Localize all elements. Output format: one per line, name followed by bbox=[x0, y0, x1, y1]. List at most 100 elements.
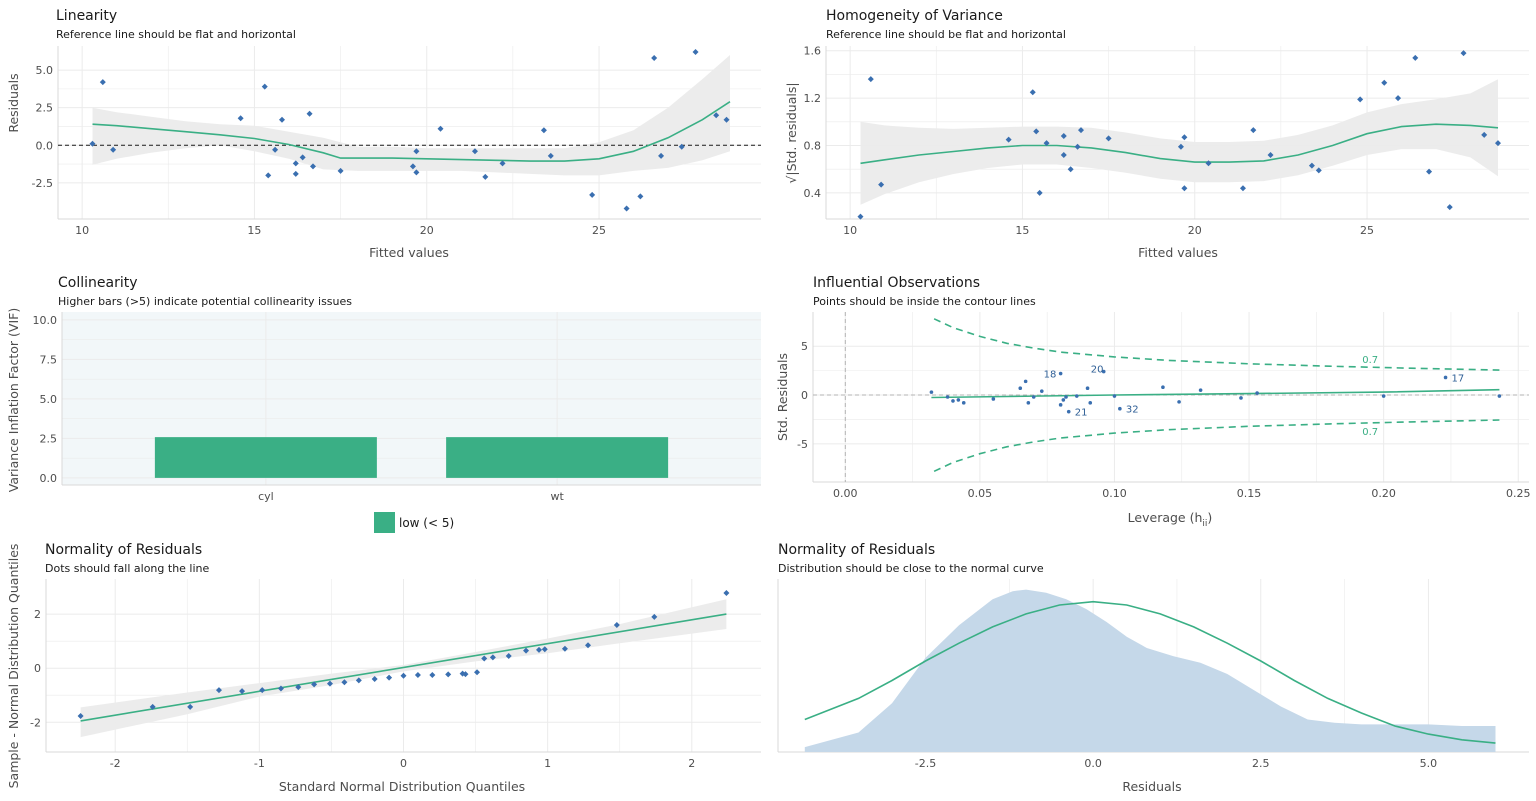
influential-data-point bbox=[1161, 385, 1165, 390]
linearity-data-point bbox=[265, 172, 272, 179]
qq-x-axis-title: Standard Normal Distribution Quantiles bbox=[279, 779, 525, 794]
collinearity-panel: Collinearity Higher bars (>5) indicate po… bbox=[6, 275, 761, 533]
qq-data-point bbox=[481, 655, 488, 662]
qq-data-point bbox=[259, 687, 266, 694]
influential-data-point bbox=[961, 401, 966, 405]
influential-data-point bbox=[1239, 396, 1243, 400]
qq-data-point bbox=[474, 669, 481, 676]
qq-y-axis-title: Sample - Normal Distribution Quantiles bbox=[6, 544, 21, 789]
linearity-data-point bbox=[409, 163, 416, 170]
x-title-main: Leverage (h bbox=[1128, 510, 1203, 525]
linearity-title: Linearity bbox=[56, 8, 117, 24]
influential-x-axis-title: Leverage (hii) bbox=[1128, 510, 1213, 529]
linearity-y-tick-label: -2.5 bbox=[32, 177, 53, 190]
qq-data-point bbox=[445, 671, 452, 678]
collinearity-subtitle: Higher bars (>5) indicate potential coll… bbox=[58, 295, 352, 308]
qq-data-point bbox=[311, 681, 318, 688]
homogeneity-y-tick-label: 1.2 bbox=[804, 92, 822, 105]
influential-data-point bbox=[945, 395, 950, 399]
linearity-x-tick-label: 10 bbox=[75, 224, 89, 237]
homogeneity-data-point bbox=[1060, 133, 1067, 140]
residual-density-area bbox=[804, 589, 1496, 752]
qq-data-point bbox=[505, 653, 512, 660]
homogeneity-data-point bbox=[1074, 143, 1081, 150]
linearity-x-tick-label: 25 bbox=[592, 224, 606, 237]
homogeneity-data-point bbox=[1105, 135, 1112, 142]
x-title-close: ) bbox=[1207, 510, 1212, 525]
qq-data-point bbox=[585, 642, 592, 649]
influential-x-tick-label: 0.05 bbox=[968, 487, 993, 500]
linearity-y-tick-label: 0.0 bbox=[36, 139, 54, 152]
collinearity-x-tick-label: wt bbox=[550, 490, 564, 503]
influential-data-point bbox=[1018, 386, 1023, 391]
linearity-data-point bbox=[337, 167, 344, 174]
homogeneity-data-point bbox=[1060, 152, 1067, 159]
qq-data-point bbox=[523, 647, 530, 654]
qq-panel: Normality of Residuals Dots should fall a… bbox=[6, 542, 761, 794]
homogeneity-data-point bbox=[1308, 162, 1315, 169]
influential-data-point bbox=[1058, 403, 1063, 407]
homogeneity-y-tick-label: 1.6 bbox=[804, 45, 822, 58]
homogeneity-data-point bbox=[1036, 189, 1043, 196]
linearity-data-point bbox=[89, 140, 96, 147]
linearity-data-point bbox=[292, 170, 299, 177]
influential-data-point bbox=[1112, 394, 1117, 398]
linearity-data-point bbox=[482, 173, 489, 180]
collinearity-y-axis-title: Variance Inflation Factor (VIF) bbox=[6, 308, 21, 492]
influential-y-tick-label: 5 bbox=[801, 340, 808, 353]
influential-data-point bbox=[1088, 401, 1093, 405]
homogeneity-fit-line bbox=[860, 123, 1499, 165]
linearity-x-axis-title: Fitted values bbox=[369, 245, 449, 260]
legend-label-low: low (< 5) bbox=[399, 516, 454, 530]
qq-data-point bbox=[541, 646, 548, 653]
influential-panel: Influential Observations Points should be… bbox=[775, 275, 1530, 529]
qq-data-point bbox=[723, 590, 730, 597]
homogeneity-data-point bbox=[1067, 166, 1074, 173]
contour-label: 0.7 bbox=[1362, 355, 1378, 366]
influential-data-point bbox=[1255, 391, 1259, 395]
homogeneity-x-axis-title: Fitted values bbox=[1138, 245, 1218, 260]
point-label-32: 32 bbox=[1126, 405, 1139, 416]
linearity-data-point bbox=[713, 112, 720, 119]
homogeneity-data-point bbox=[1395, 95, 1402, 102]
influential-data-point bbox=[1064, 395, 1068, 399]
homogeneity-x-tick-label: 20 bbox=[1188, 224, 1202, 237]
qq-data-point bbox=[215, 687, 222, 694]
homogeneity-data-point bbox=[1267, 152, 1274, 159]
x-title-subscript: ii bbox=[1202, 519, 1207, 529]
qq-data-point bbox=[462, 671, 469, 678]
linearity-data-point bbox=[272, 146, 279, 153]
linearity-data-point bbox=[413, 169, 420, 176]
cooks-contour-lower bbox=[933, 419, 1500, 473]
homogeneity-y-tick-label: 0.8 bbox=[804, 140, 822, 153]
influential-data-point bbox=[1061, 398, 1066, 402]
linearity-data-point bbox=[237, 115, 244, 122]
point-label-20: 20 bbox=[1091, 365, 1104, 376]
linearity-x-tick-label: 15 bbox=[247, 224, 261, 237]
homogeneity-data-point bbox=[878, 181, 885, 188]
influential-y-tick-label: 0 bbox=[801, 389, 808, 402]
influential-data-point bbox=[1039, 389, 1044, 393]
qq-data-point bbox=[239, 688, 246, 695]
homogeneity-data-point bbox=[1481, 131, 1488, 138]
homogeneity-data-point bbox=[1412, 54, 1419, 61]
linearity-data-point bbox=[540, 127, 547, 134]
influential-x-tick-label: 0.00 bbox=[833, 487, 858, 500]
collinearity-y-tick-label: 0.0 bbox=[40, 472, 58, 485]
influential-fit-line bbox=[931, 388, 1500, 399]
homogeneity-data-point bbox=[1078, 127, 1085, 134]
influential-data-point bbox=[1066, 409, 1071, 414]
qq-data-point bbox=[341, 679, 348, 686]
homogeneity-data-point bbox=[1239, 185, 1246, 192]
qq-data-point bbox=[400, 672, 407, 679]
collinearity-y-tick-label: 10.0 bbox=[33, 314, 58, 327]
collinearity-bar-wt bbox=[446, 437, 669, 478]
qq-y-tick-label: 2 bbox=[34, 608, 41, 621]
qq-y-tick-label: 0 bbox=[34, 662, 41, 675]
influential-data-point bbox=[1118, 406, 1122, 411]
qq-data-point bbox=[429, 671, 436, 678]
homogeneity-data-point bbox=[1181, 185, 1188, 192]
linearity-data-point bbox=[292, 160, 299, 167]
point-label-18: 18 bbox=[1044, 370, 1057, 381]
collinearity-y-tick-label: 5.0 bbox=[40, 393, 58, 406]
